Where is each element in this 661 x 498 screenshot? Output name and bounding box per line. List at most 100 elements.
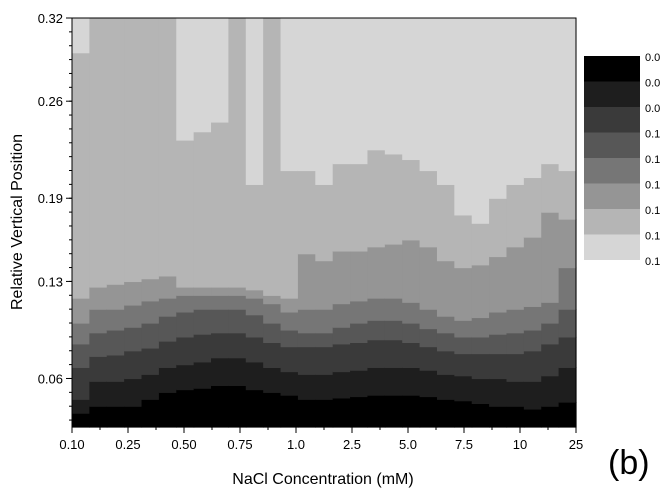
contour-cell <box>315 184 334 262</box>
legend-swatch <box>584 158 640 184</box>
contour-cell <box>367 298 386 321</box>
legend-label: 0.0 <box>645 52 660 64</box>
contour-cell <box>176 336 195 366</box>
contour-cell <box>350 250 369 302</box>
contour-cell <box>402 239 421 303</box>
contour-cell <box>436 374 455 400</box>
contour-cell <box>541 302 560 324</box>
contour-cell <box>193 388 212 428</box>
panel-label: (b) <box>608 444 650 482</box>
contour-cell <box>176 311 195 338</box>
contour-cell <box>489 406 508 428</box>
contour-cell <box>384 153 403 245</box>
contour-cell <box>158 298 177 317</box>
contour-cell <box>384 18 403 155</box>
contour-cell <box>436 350 455 375</box>
contour-cell <box>489 198 508 258</box>
x-tick-label: 10 <box>513 437 527 452</box>
contour-cell <box>106 284 125 310</box>
contour-cell <box>402 302 421 324</box>
contour-cell <box>158 275 177 299</box>
contour-cell <box>280 395 299 428</box>
contour-cell <box>245 289 264 299</box>
contour-cell <box>332 371 351 399</box>
contour-cell <box>176 140 195 288</box>
contour-cell <box>454 18 473 216</box>
contour-cell <box>367 18 386 151</box>
contour-cell <box>419 370 438 398</box>
legend-label: 0.1 <box>645 180 660 192</box>
contour-cell <box>454 336 473 355</box>
contour-cell <box>332 18 351 165</box>
contour-cell <box>280 329 299 348</box>
contour-cell <box>558 402 577 428</box>
y-axis-title: Relative Vertical Position <box>9 134 26 310</box>
contour-cell <box>523 177 542 238</box>
contour-cell <box>506 406 525 428</box>
contour-cell <box>506 184 525 248</box>
contour-cell <box>454 375 473 402</box>
contour-cell <box>89 286 108 310</box>
contour-cell <box>297 374 316 400</box>
x-tick-label: 7.5 <box>455 437 473 452</box>
contour-cell <box>245 389 264 428</box>
contour-cell <box>332 163 351 252</box>
contour-cell <box>193 286 212 296</box>
contour-cell <box>558 267 577 310</box>
contour-cell <box>315 18 334 185</box>
contour-cell <box>384 395 403 428</box>
contour-cell <box>471 403 490 428</box>
legend-label: 0.1 <box>645 154 660 166</box>
contour-cell <box>280 170 299 299</box>
contour-cell <box>523 306 542 331</box>
contour-cell <box>176 18 195 141</box>
contour-cell <box>471 378 490 405</box>
contour-cell <box>245 314 264 338</box>
legend-swatch <box>584 234 640 260</box>
contour-cell <box>124 281 143 306</box>
contour-cell <box>141 323 160 349</box>
contour-cell <box>384 320 403 341</box>
contour-cell <box>523 350 542 382</box>
contour-cell <box>419 309 438 330</box>
contour-cell <box>211 385 230 428</box>
contour-cell <box>419 18 438 172</box>
contour-cell <box>506 18 525 185</box>
contour-cell <box>350 18 369 165</box>
contour-cell <box>350 163 369 252</box>
contour-cell <box>141 347 160 375</box>
contour-cell <box>419 346 438 371</box>
contour-cell <box>419 170 438 248</box>
contour-cell <box>228 18 247 288</box>
contour-cell <box>245 336 264 363</box>
contour-cell <box>211 357 230 387</box>
contour-cell <box>419 328 438 348</box>
contour-cell <box>506 381 525 407</box>
contour-cell <box>211 18 230 123</box>
contour-cell <box>124 304 143 328</box>
contour-cell <box>350 396 369 428</box>
contour-cell <box>332 303 351 328</box>
legend-swatch <box>584 183 640 209</box>
y-tick-label: 0.32 <box>38 11 63 26</box>
contour-cell <box>176 364 195 391</box>
contour-cell <box>245 18 264 185</box>
contour-cell <box>245 298 264 316</box>
contour-cell <box>402 159 421 241</box>
contour-cell <box>297 399 316 428</box>
contour-cell <box>141 399 160 428</box>
contour-cell <box>228 309 247 334</box>
legend-label: 0.1 <box>645 231 660 243</box>
x-tick-label: 0.25 <box>115 437 140 452</box>
contour-cell <box>176 295 195 313</box>
contour-cell <box>454 214 473 269</box>
contour-cell <box>454 353 473 377</box>
x-tick-label: 0.50 <box>171 437 196 452</box>
y-tick-label: 0.26 <box>38 94 63 109</box>
contour-cell <box>124 378 143 407</box>
legend: 0.0 0.0 0.0 0.1 0.1 0.1 0.1 0.1 0.1 <box>584 52 660 268</box>
contour-cell <box>471 336 490 355</box>
y-tick-label: 0.06 <box>38 371 63 386</box>
contour-cell <box>89 381 108 407</box>
contour-cell <box>89 332 108 357</box>
